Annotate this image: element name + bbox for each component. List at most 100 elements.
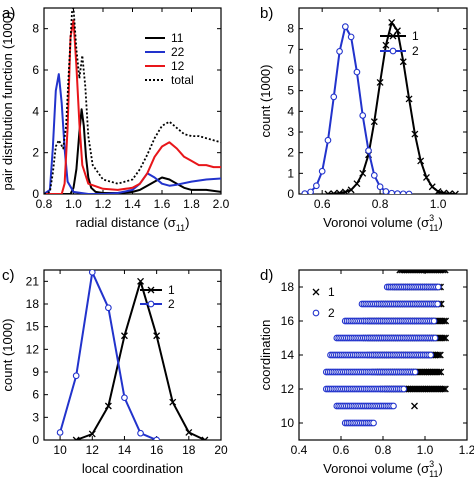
data-point (307, 188, 314, 194)
y-axis-label: count (1000) (258, 65, 273, 138)
x-tick-label: 14 (118, 443, 132, 457)
y-axis-label: pair distribution function (1000) (0, 12, 15, 191)
data-point (376, 183, 384, 191)
panel-label: b) (260, 5, 273, 22)
y-tick-label: 12 (26, 342, 40, 356)
data-point (353, 68, 361, 76)
y-axis-label-text: coordination (258, 320, 273, 391)
x-axis-label-text: radial distance (76, 215, 160, 230)
data-point (104, 402, 112, 410)
legend-entry-2: 2 (140, 297, 175, 311)
x-axis-unit-end: ) (439, 461, 443, 476)
x-axis-label-text: Voronoi volume (323, 215, 413, 230)
legend-entry-2: 2 (380, 44, 419, 58)
data-point (382, 41, 390, 49)
data-point (370, 118, 378, 126)
plot-frame (43, 269, 222, 441)
y-axis-label: coordination (258, 320, 273, 391)
x-tick-label: 20 (214, 443, 228, 457)
legend-label: 11 (171, 31, 184, 45)
x-tick-label: 1.8 (183, 197, 200, 211)
x-tick-label: 1.0 (417, 443, 434, 457)
scatter-point (390, 402, 397, 410)
y-tick-label: 8 (32, 22, 39, 36)
data-point (330, 93, 338, 101)
y-tick-label: 21 (26, 274, 40, 288)
data-point (120, 332, 128, 340)
data-point (347, 33, 355, 41)
data-point (72, 436, 80, 440)
legend-entry-1: 1 (380, 29, 419, 43)
scatter-point (440, 317, 448, 325)
data-point (137, 429, 144, 437)
x-axis-label: Voronoi volume (σ3 11) (323, 213, 443, 233)
data-point (324, 190, 332, 194)
y-tick-label: 16 (281, 314, 295, 328)
x-axis-label-text: local coordination (82, 461, 183, 476)
series-line-22 (44, 73, 221, 194)
x-tick-label: 0.4 (291, 443, 308, 457)
y-tick-label: 7 (287, 42, 294, 56)
scatter-point (427, 351, 435, 359)
legend-entry-22: 22 (145, 45, 185, 59)
legend-marker (389, 47, 397, 55)
y-tick-label: 0 (32, 433, 39, 447)
y-tick-label: 0 (287, 187, 294, 201)
scatter-point (434, 300, 441, 308)
panel-label: d) (260, 267, 273, 284)
legend-label: 1 (328, 285, 335, 299)
y-axis-label: count (1000) (0, 319, 15, 392)
series-line-2 (59, 271, 157, 440)
y-axis-label-text: count (1000) (258, 65, 273, 138)
scatter-point (370, 419, 377, 427)
scatter-point (400, 385, 408, 393)
legend-label: 2 (328, 306, 335, 320)
legend-marker (312, 309, 320, 317)
scatter-point (431, 334, 439, 342)
x-tick-label: 0.6 (333, 443, 350, 457)
data-point (313, 182, 320, 190)
scatter-point (437, 368, 445, 376)
legend-label: 12 (171, 59, 185, 73)
x-axis-unit-end: ) (439, 215, 443, 230)
series-line-12 (44, 19, 221, 194)
data-point (394, 190, 401, 194)
legend-label: 2 (412, 44, 419, 58)
data-point (388, 189, 396, 194)
data-point (388, 19, 396, 26)
y-tick-label: 2 (287, 146, 294, 160)
x-tick-label: 16 (150, 443, 164, 457)
x-axis-label: radial distance (σ11) (76, 215, 190, 233)
scatter-point (442, 334, 450, 342)
scatter-point (439, 270, 447, 274)
data-point (88, 270, 96, 276)
x-axis-label-text: Voronoi volume (323, 461, 413, 476)
scatter-point (434, 283, 442, 291)
x-axis-unit: (σ (417, 215, 429, 230)
x-tick-label: 1.4 (124, 197, 141, 211)
x-tick-label: 1.0 (430, 197, 447, 211)
data-point (405, 190, 413, 194)
legend-marker (147, 286, 155, 294)
legend-entry-12: 12 (145, 59, 185, 73)
scatter-point (411, 368, 419, 376)
y-tick-label: 8 (287, 22, 294, 36)
legend-label: total (171, 73, 194, 87)
x-tick-label: 0.8 (375, 443, 392, 457)
y-tick-label: 9 (32, 365, 39, 379)
data-point (359, 169, 367, 177)
y-tick-label: 6 (287, 63, 294, 77)
data-point (446, 190, 454, 194)
y-tick-label: 3 (32, 410, 39, 424)
y-tick-label: 3 (287, 125, 294, 139)
y-tick-label: 4 (287, 104, 294, 118)
data-point (153, 332, 161, 340)
legend-marker (389, 32, 397, 40)
data-point (318, 167, 326, 175)
data-point (359, 112, 367, 119)
data-point (301, 190, 309, 194)
x-axis-unit-sub: 11 (176, 223, 185, 233)
y-tick-label: 4 (32, 104, 39, 118)
